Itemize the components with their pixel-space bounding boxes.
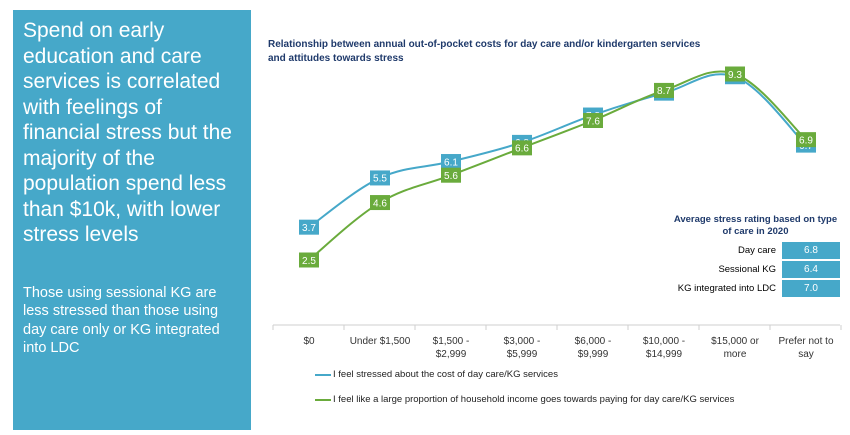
- legend-swatch-series-1: [315, 373, 331, 376]
- data-label-box: [796, 132, 816, 148]
- x-tick-label: $15,000 or more: [711, 336, 759, 360]
- legend-swatch-series-2: [315, 398, 331, 401]
- data-label: 7.6: [586, 116, 600, 127]
- stress-row-value: 6.4: [782, 260, 840, 278]
- x-tick-label: $0: [303, 336, 315, 347]
- chart-legend: I feel stressed about the cost of day ca…: [315, 368, 734, 418]
- stress-rating-table: Average stress rating based on type of c…: [655, 214, 840, 298]
- data-label: 8.7: [657, 86, 671, 97]
- legend-label-series-2: I feel like a large proportion of househ…: [333, 394, 735, 405]
- stress-row-kg-ldc: KG integrated into LDC 7.0: [655, 279, 840, 297]
- data-label-box: [654, 82, 674, 98]
- data-label: 9.3: [728, 70, 742, 81]
- stress-row-sessional-kg: Sessional KG 6.4: [655, 260, 840, 278]
- legend-label-series-1: I feel stressed about the cost of day ca…: [333, 369, 558, 380]
- data-label-box: [441, 167, 461, 183]
- x-tick-label: Prefer not to say: [778, 336, 833, 360]
- x-tick-label: Under $1,500: [350, 336, 411, 347]
- data-label-box: [512, 140, 532, 156]
- stress-row-value: 6.8: [782, 241, 840, 259]
- x-tick-label: $10,000 -$14,999: [643, 336, 685, 360]
- stress-row-label: KG integrated into LDC: [677, 282, 776, 294]
- data-label-box: [370, 170, 390, 186]
- data-label: 5.6: [444, 171, 458, 182]
- stress-row-label: Sessional KG: [718, 263, 776, 275]
- data-label: 6.1: [444, 157, 458, 168]
- x-tick-label: $6,000 -$9,999: [575, 336, 612, 360]
- data-label-box: [583, 113, 603, 128]
- legend-item-series-1: I feel stressed about the cost of day ca…: [315, 368, 734, 381]
- stress-row-value: 7.0: [782, 279, 840, 297]
- x-tick-label: $1,500 -$2,999: [433, 336, 470, 360]
- stress-row-label: Day care: [737, 244, 776, 256]
- summary-subtext: Those using sessional KG are less stress…: [23, 284, 220, 357]
- data-label: 6.9: [799, 135, 813, 146]
- data-label-box: [370, 195, 390, 211]
- data-label: 6.6: [515, 144, 529, 155]
- x-tick-label: $3,000 -$5,999: [504, 336, 541, 360]
- data-label: 4.6: [373, 198, 387, 209]
- data-label-box: [299, 219, 319, 235]
- stress-row-day-care: Day care 6.8: [655, 241, 840, 259]
- data-label-box: [299, 252, 319, 268]
- data-label: 2.5: [302, 256, 316, 267]
- data-label: 5.5: [373, 174, 387, 185]
- stress-table-title: Average stress rating based on type of c…: [673, 214, 838, 237]
- chart-title: Relationship between annual out-of-pocke…: [268, 39, 701, 64]
- legend-item-series-2: I feel like a large proportion of househ…: [315, 393, 734, 406]
- summary-panel: Spend on early education and care servic…: [13, 10, 251, 430]
- data-label: 3.7: [302, 223, 316, 234]
- summary-headline: Spend on early education and care servic…: [23, 19, 232, 246]
- data-label-box: [441, 154, 461, 170]
- data-label-box: [725, 66, 745, 82]
